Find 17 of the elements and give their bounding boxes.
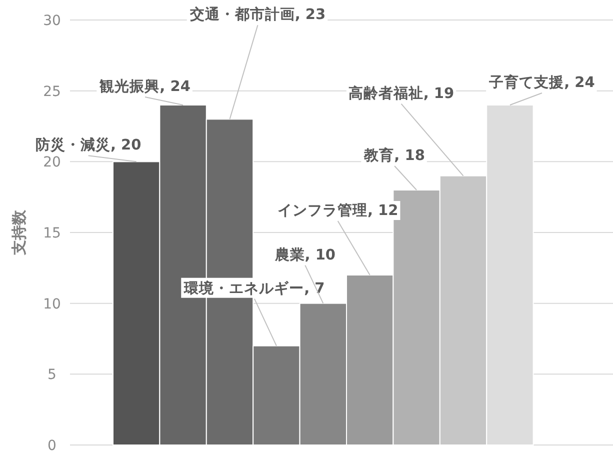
y-tick-label: 10 <box>43 296 61 312</box>
data-label: 防災・減災, 20 <box>35 136 142 154</box>
data-label: 教育, 18 <box>363 146 425 164</box>
data-label: 観光振興, 24 <box>98 78 190 95</box>
y-axis-title: 支持数 <box>10 209 28 256</box>
y-tick-label: 15 <box>43 226 61 242</box>
data-label: 交通・都市計画, 23 <box>188 5 326 24</box>
y-tick-label: 0 <box>48 438 56 454</box>
data-label: 高齢者福祉, 19 <box>348 84 454 102</box>
data-label: 農業, 10 <box>274 246 336 264</box>
data-label: 環境・エネルギー, 7 <box>183 278 325 297</box>
y-tick-label: 20 <box>43 154 61 171</box>
y-tick-label: 5 <box>48 367 56 384</box>
y-tick-label: 25 <box>43 84 61 100</box>
y-tick-label: 30 <box>43 13 61 29</box>
data-label: 子育て支援, 24 <box>488 73 595 91</box>
data-label: インフラ管理, 12 <box>277 202 398 219</box>
